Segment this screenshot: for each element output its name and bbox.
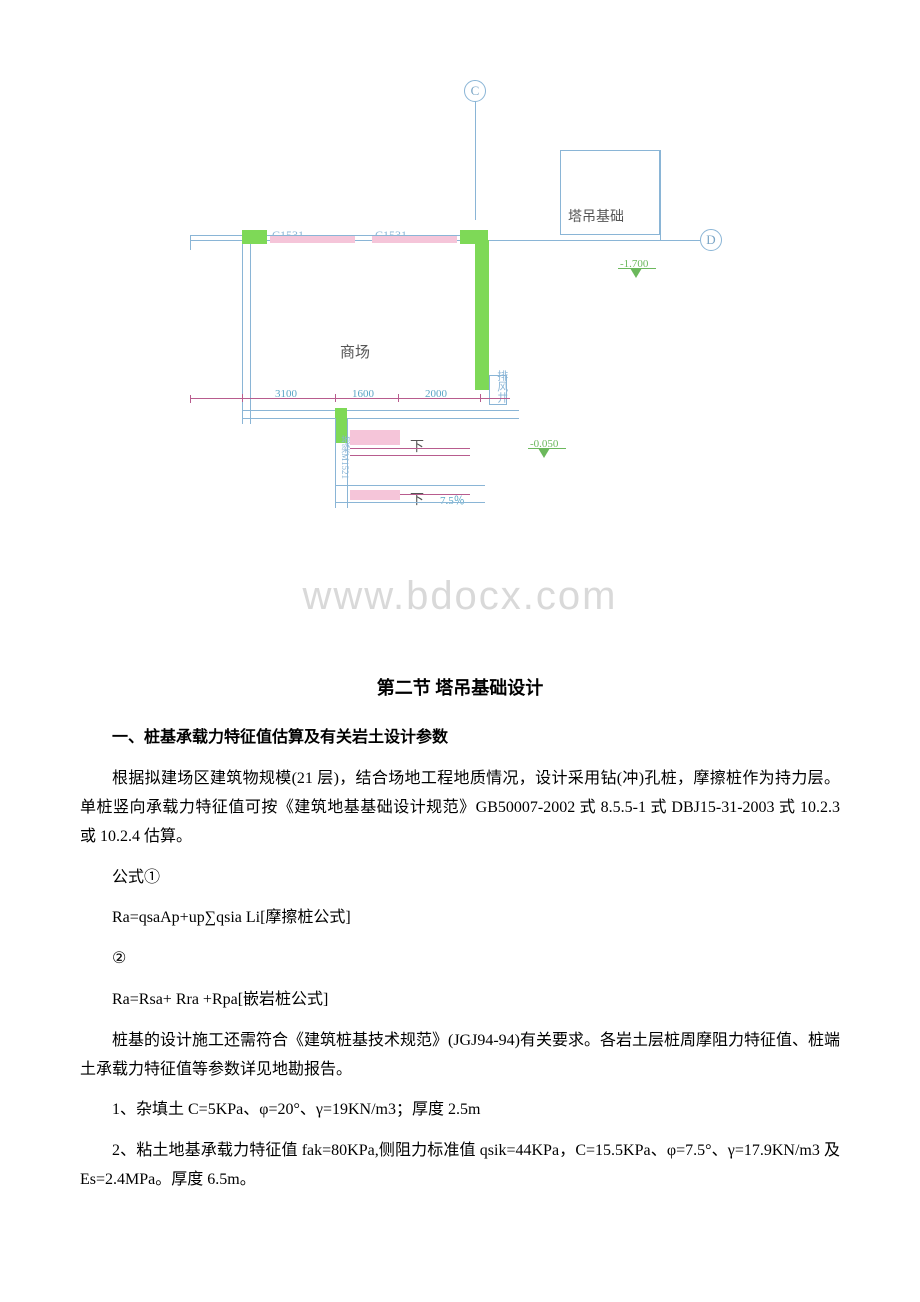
right-ext-2 bbox=[489, 418, 519, 419]
elevation-1700-flag bbox=[630, 268, 642, 278]
bottom-line-3 bbox=[335, 485, 485, 486]
section-title: 第二节 塔吊基础设计 bbox=[80, 672, 840, 704]
mall-label: 商场 bbox=[340, 340, 370, 367]
dim-2000-text: 2000 bbox=[425, 385, 447, 405]
stair-block-2 bbox=[350, 490, 400, 500]
circled-2: ② bbox=[80, 945, 840, 974]
left-marker-1 bbox=[190, 235, 191, 250]
floor-plan-diagram: C D 塔吊基础 -1.700 C1531 C1531 商场 排 bbox=[180, 40, 740, 520]
grid-line-d-horizontal bbox=[475, 240, 700, 241]
slope-arrow-line bbox=[400, 494, 470, 495]
bottom-wall-2 bbox=[242, 418, 512, 419]
tcf-right-edge bbox=[660, 150, 661, 240]
down-label-b: 下 bbox=[410, 488, 424, 513]
dim-tick-1 bbox=[242, 394, 243, 402]
paragraph-2: 桩基的设计施工还需符合《建筑桩基技术规范》(JGJ94-94)有关要求。各岩土层… bbox=[80, 1027, 840, 1085]
stair-block-1 bbox=[350, 430, 400, 445]
dim-3100-text: 3100 bbox=[275, 385, 297, 405]
dim-left-extend bbox=[190, 395, 191, 403]
paragraph-1: 根据拟建场区建筑物规模(21 层)，结合场地工程地质情况，设计采用钻(冲)孔桩，… bbox=[80, 765, 840, 851]
grid-label-c: C bbox=[464, 80, 486, 102]
dim-line-left bbox=[190, 398, 242, 399]
diagram-container: C D 塔吊基础 -1.700 C1531 C1531 商场 排 bbox=[80, 40, 840, 520]
soil-item-1: 1、杂填土 C=5KPa、φ=20°、γ=19KN/m3；厚度 2.5m bbox=[80, 1096, 840, 1125]
right-ext-1 bbox=[489, 410, 519, 411]
dim-1600-text: 1600 bbox=[352, 385, 374, 405]
opening-block-1 bbox=[270, 236, 355, 243]
formula-label: 公式① bbox=[80, 864, 840, 893]
column-block-1 bbox=[242, 230, 267, 244]
elevation-0050-flag bbox=[538, 448, 550, 458]
soil-item-2: 2、粘土地基承载力特征值 fak=80KPa,侧阻力标准值 qsik=44KPa… bbox=[80, 1137, 840, 1195]
stair-line-1 bbox=[350, 448, 470, 449]
dim-tick-2 bbox=[335, 394, 336, 402]
dim-tick-4 bbox=[480, 394, 481, 402]
stair-left-wall bbox=[335, 418, 336, 508]
dim-tick-3 bbox=[398, 394, 399, 402]
m1521-label: 地梁M1521 bbox=[337, 435, 353, 479]
stair-left-wall-2 bbox=[347, 418, 348, 508]
subsection-heading-1: 一、桩基承载力特征值估算及有关岩土设计参数 bbox=[80, 724, 840, 753]
formula-1: Ra=qsaAp+up∑qsia Li[摩擦桩公式] bbox=[80, 904, 840, 933]
bottom-line-4 bbox=[335, 502, 485, 503]
bottom-wall-1 bbox=[242, 410, 512, 411]
wall-block-vertical bbox=[475, 240, 489, 390]
stair-line-2 bbox=[350, 455, 470, 456]
watermark-text: www.bdocx.com bbox=[80, 560, 840, 632]
grid-line-c-vertical bbox=[475, 100, 476, 220]
opening-block-2 bbox=[372, 236, 457, 243]
grid-label-d: D bbox=[700, 229, 722, 251]
tower-crane-foundation-label: 塔吊基础 bbox=[568, 205, 624, 230]
wall-left-2 bbox=[250, 244, 251, 424]
formula-2: Ra=Rsa+ Rra +Rpa[嵌岩桩公式] bbox=[80, 986, 840, 1015]
